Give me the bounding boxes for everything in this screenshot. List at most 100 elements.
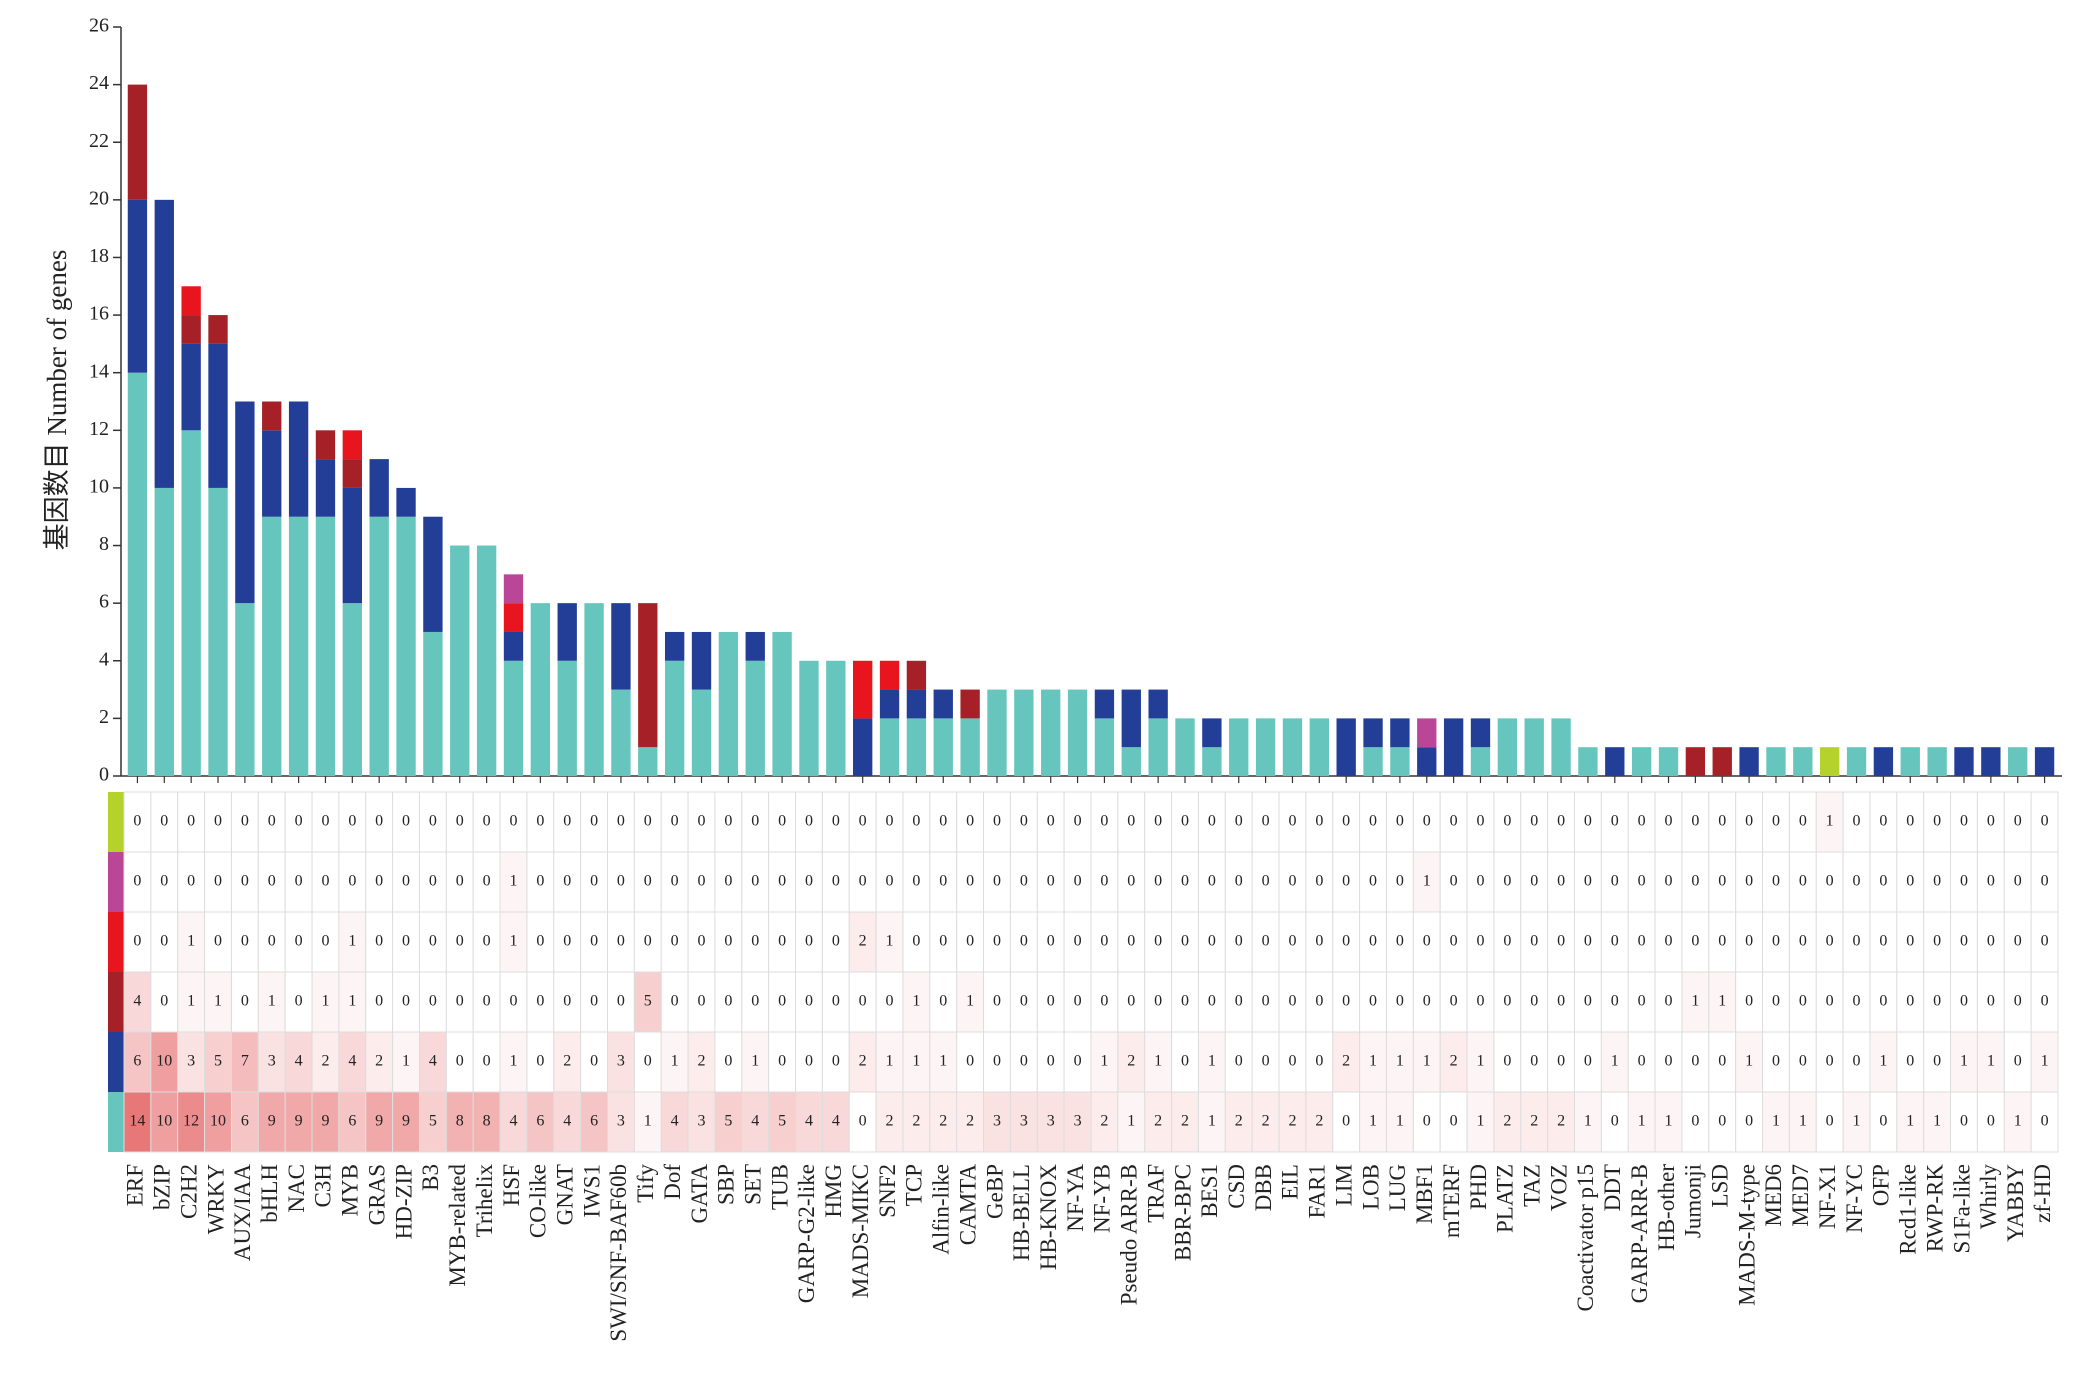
heat-cell: [1439, 851, 1468, 913]
cell-value: 0: [1611, 813, 1619, 830]
cell-value: 0: [1208, 933, 1216, 950]
cell-value: 4: [348, 1053, 356, 1070]
bar-segment: [853, 718, 873, 776]
heat-cell: [123, 911, 152, 973]
bar-segment: [450, 545, 470, 776]
cell-value: 0: [778, 873, 786, 890]
cell-value: 0: [241, 873, 249, 890]
cell-value: 0: [1342, 813, 1350, 830]
bar-segment: [987, 689, 1007, 776]
cell-value: 0: [1369, 993, 1377, 1010]
cell-value: 0: [509, 993, 517, 1010]
cell-value: 0: [133, 873, 141, 890]
bar-segment: [208, 343, 228, 488]
cell-value: 0: [456, 813, 464, 830]
heat-cell: [1708, 1031, 1737, 1093]
bar-segment: [181, 286, 201, 316]
heat-cell: [445, 911, 474, 973]
cell-value: 0: [698, 993, 706, 1010]
x-tick-label: TUB: [767, 1164, 792, 1210]
cell-value: 0: [1342, 993, 1350, 1010]
cell-value: 0: [886, 993, 894, 1010]
heat-cell: [956, 791, 985, 853]
heat-cell: [1923, 911, 1952, 973]
cell-value: 0: [536, 813, 544, 830]
bar-segment: [503, 603, 524, 632]
heat-cell: [660, 1031, 689, 1093]
bar-segment: [1255, 718, 1276, 776]
cell-value: 0: [1047, 813, 1055, 830]
cell-value: 2: [1503, 1113, 1511, 1130]
heat-cell: [660, 1091, 689, 1153]
bar-segment: [369, 516, 389, 776]
heat-cell: [1466, 1031, 1495, 1093]
cell-value: 0: [1181, 933, 1189, 950]
cell-value: 0: [1557, 933, 1565, 950]
cell-value: 1: [1799, 1113, 1807, 1130]
heat-cell: [1708, 911, 1737, 973]
cell-value: 0: [1450, 813, 1458, 830]
cell-value: 0: [1450, 933, 1458, 950]
cell-value: 0: [671, 873, 679, 890]
cell-value: 1: [1423, 873, 1431, 890]
cell-value: 0: [590, 1053, 598, 1070]
cell-value: 2: [1557, 1113, 1565, 1130]
bar-segment: [530, 603, 551, 776]
heat-cell: [1788, 1031, 1817, 1093]
cell-value: 0: [348, 813, 356, 830]
heat-cell: [1466, 971, 1495, 1033]
heat-cell: [1466, 791, 1495, 853]
heat-cell: [257, 791, 286, 853]
cell-value: 1: [509, 873, 517, 890]
cell-value: 0: [832, 873, 840, 890]
cell-value: 0: [1100, 933, 1108, 950]
heat-cell: [338, 911, 367, 973]
cell-value: 0: [1745, 1113, 1753, 1130]
cell-value: 0: [1933, 993, 1941, 1010]
heat-cell: [1144, 1031, 1173, 1093]
heat-cell: [2030, 1091, 2059, 1153]
cell-value: 0: [590, 993, 598, 1010]
cell-value: 0: [2014, 873, 2022, 890]
cell-value: 0: [1315, 993, 1323, 1010]
x-tick-label: LIM: [1331, 1164, 1356, 1206]
x-tick-label: IWS1: [579, 1164, 604, 1218]
cell-value: 3: [993, 1113, 1001, 1130]
cell-value: 0: [536, 933, 544, 950]
heat-cell: [1627, 1091, 1656, 1153]
heat-cell: [230, 851, 259, 913]
bar-segment: [1739, 747, 1759, 776]
heat-cell: [230, 791, 259, 853]
cell-value: 0: [160, 813, 168, 830]
heat-cell: [848, 1031, 877, 1093]
x-tick-label: EIL: [1278, 1164, 1303, 1200]
heat-cell: [1815, 1091, 1844, 1153]
cell-value: 0: [1799, 933, 1807, 950]
cell-value: 0: [859, 873, 867, 890]
cell-value: 0: [1638, 993, 1646, 1010]
cell-value: 1: [912, 993, 920, 1010]
heat-cell: [338, 791, 367, 853]
cell-value: 4: [133, 993, 141, 1010]
x-tick-label: PLATZ: [1493, 1164, 1518, 1233]
heat-cell: [1197, 791, 1226, 853]
heat-cell: [1923, 851, 1952, 913]
cell-value: 0: [1799, 1053, 1807, 1070]
heat-cell: [284, 851, 313, 913]
cell-value: 0: [1074, 1053, 1082, 1070]
cell-value: 0: [2014, 813, 2022, 830]
cell-value: 0: [1853, 1053, 1861, 1070]
x-tick-label: SET: [741, 1164, 766, 1205]
cell-value: 0: [483, 1053, 491, 1070]
cell-value: 0: [912, 813, 920, 830]
x-tick-label: MADS-MIKC: [848, 1164, 873, 1298]
cell-value: 0: [1020, 933, 1028, 950]
x-tick-label: SNF2: [875, 1164, 900, 1218]
heat-cell: [311, 971, 340, 1033]
bar-segment: [1417, 718, 1437, 748]
cell-value: 0: [1665, 1053, 1673, 1070]
bar-segment: [1470, 718, 1491, 748]
heat-cell: [687, 1091, 716, 1153]
bar-segment: [638, 747, 658, 776]
cell-value: 3: [1047, 1113, 1055, 1130]
